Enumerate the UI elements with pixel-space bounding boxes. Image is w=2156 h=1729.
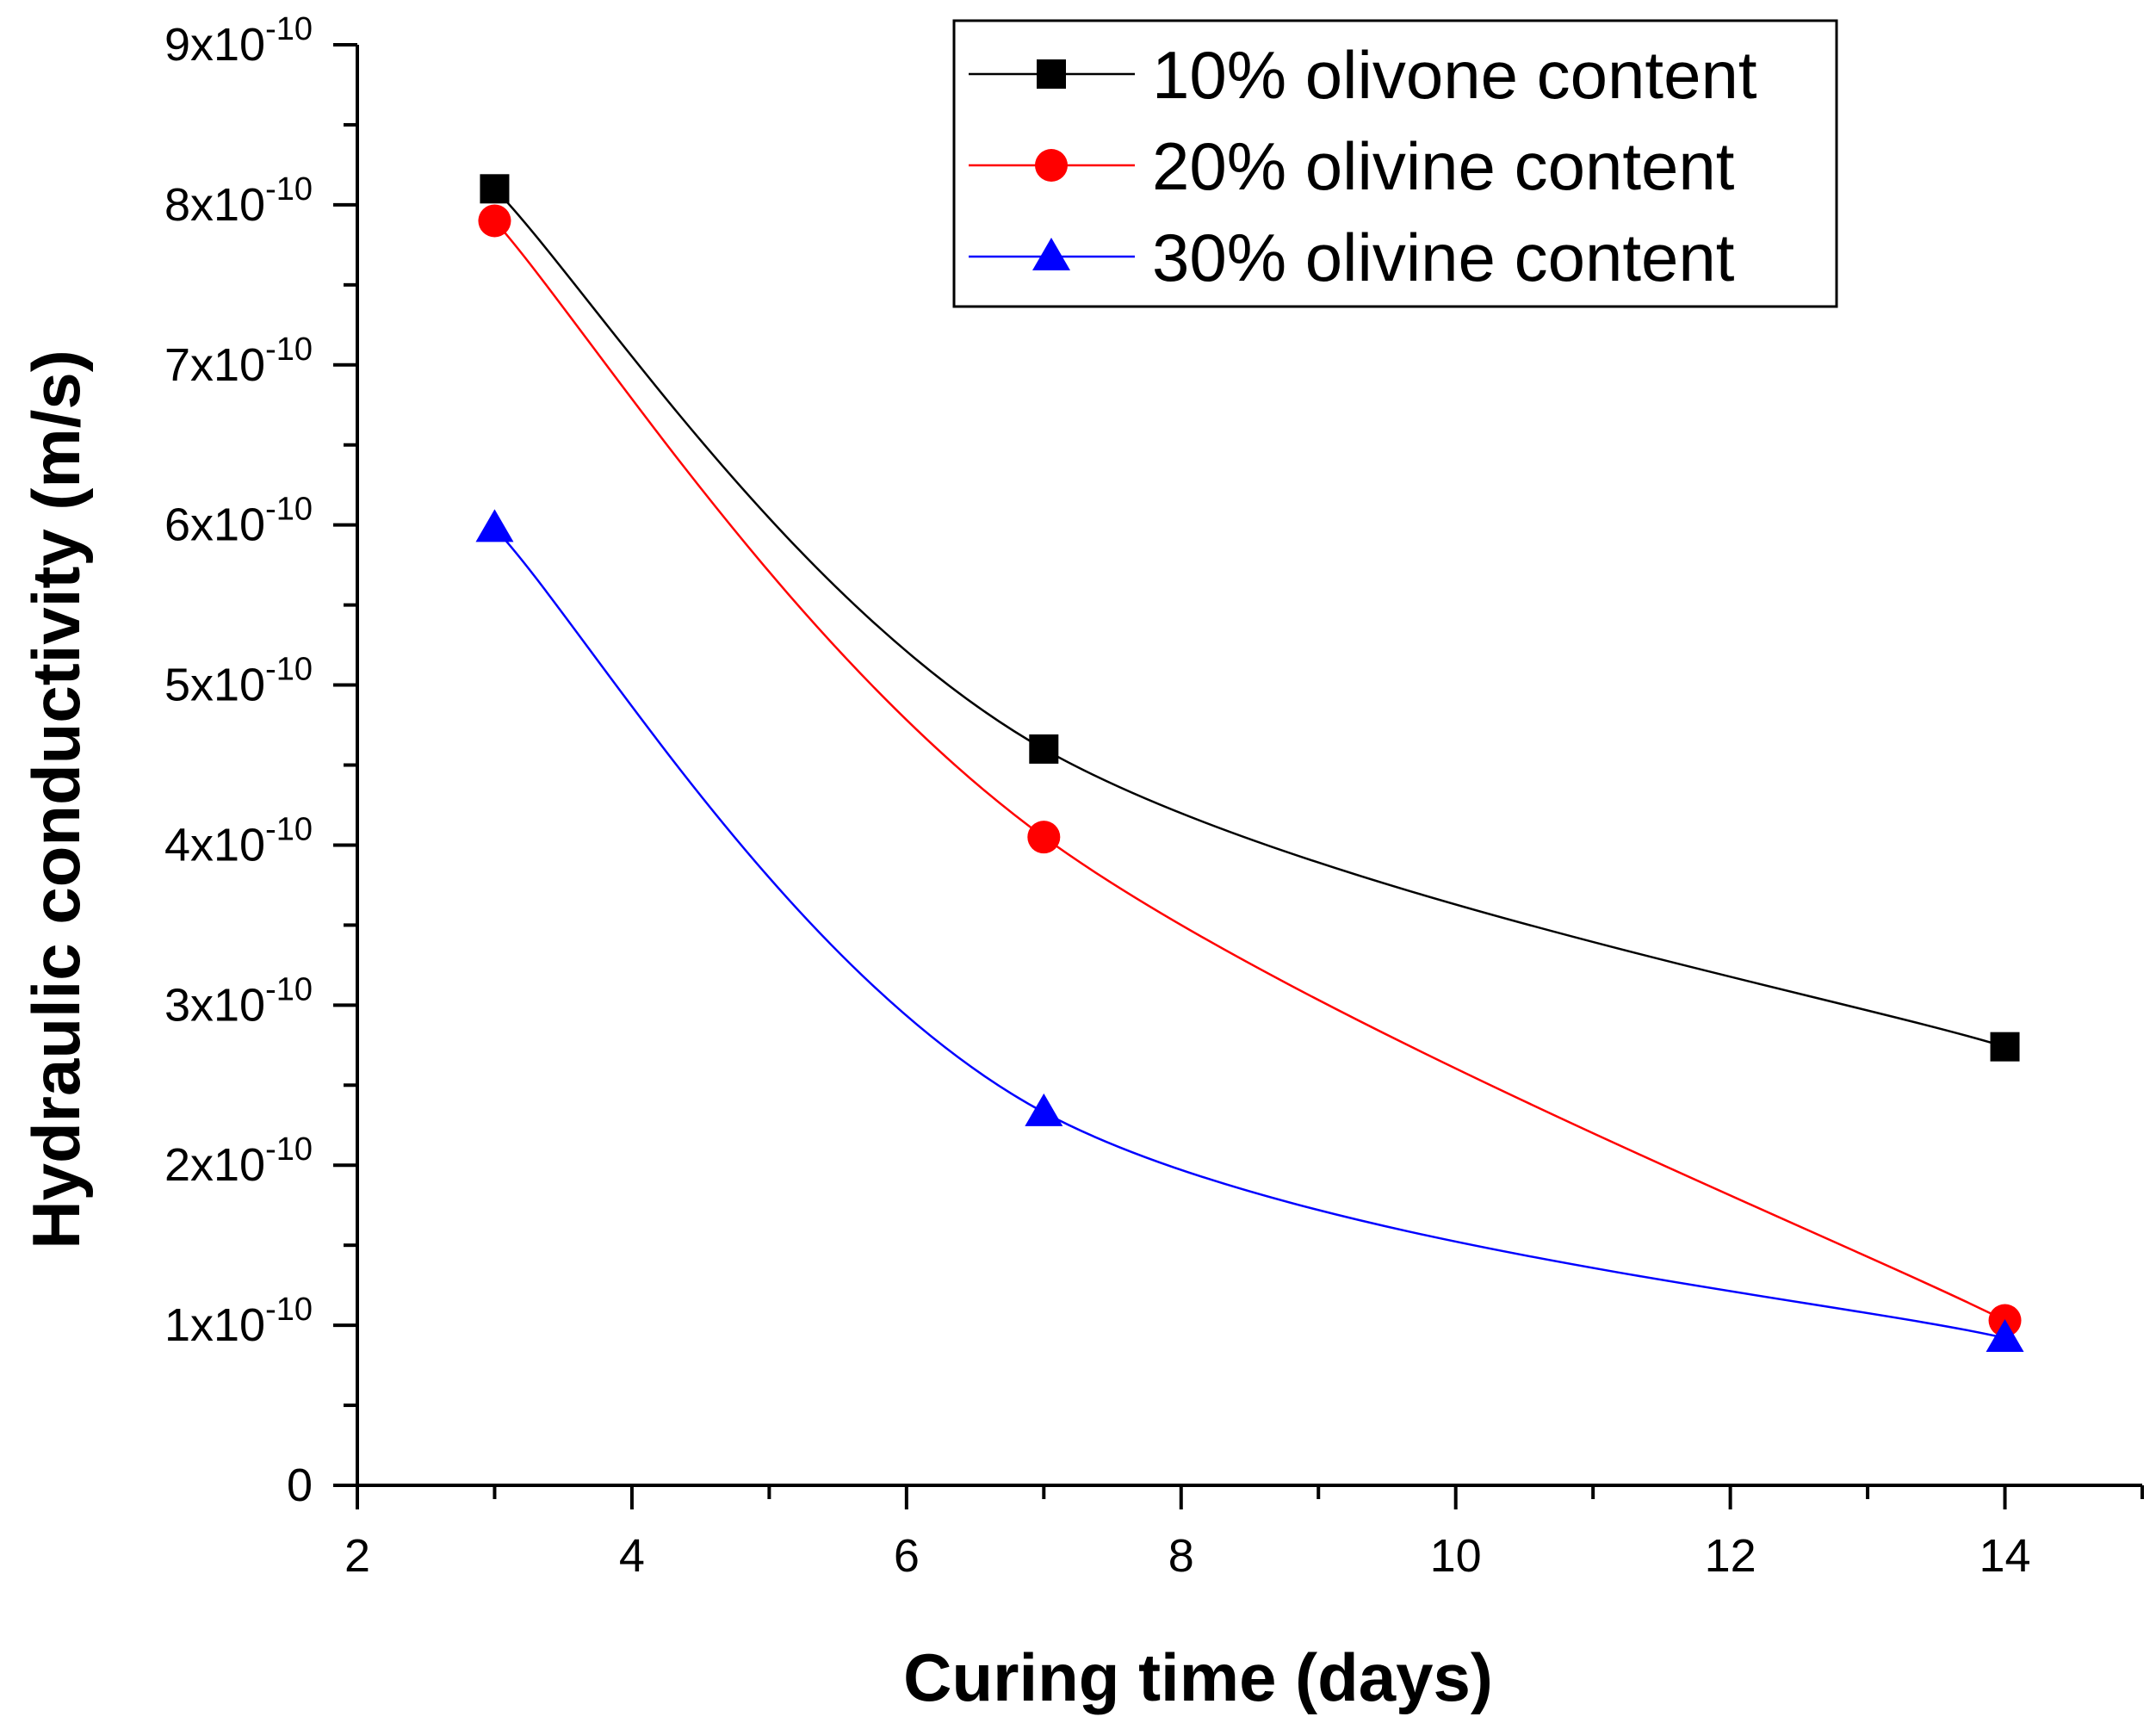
y-tick-label: 2x10-10 <box>164 1131 313 1191</box>
y-tick-exponent: -10 <box>265 332 313 368</box>
x-tick-label: 12 <box>1705 1530 1756 1582</box>
y-tick-label: 8x10-10 <box>164 171 313 231</box>
x-tick-label: 4 <box>619 1530 645 1582</box>
y-tick-exponent: -10 <box>265 971 313 1007</box>
data-point-series-3 <box>1986 1318 2024 1352</box>
y-tick-label: 9x10-10 <box>164 11 313 71</box>
y-tick-exponent: -10 <box>265 492 313 528</box>
series-layer <box>475 174 2024 1352</box>
legend-label-1: 10% olivone content <box>1152 37 1757 113</box>
legend-marker-1 <box>1037 59 1066 89</box>
data-point-series-1 <box>1990 1032 2020 1062</box>
data-point-series-3 <box>1025 1093 1063 1126</box>
x-tick-label: 10 <box>1430 1530 1482 1582</box>
x-tick-label: 14 <box>1979 1530 2030 1582</box>
series-line-3 <box>493 527 2005 1340</box>
data-point-series-1 <box>1029 734 1059 764</box>
axes-layer: 2 4 6 8 10 12 14 0 1x10-10 2x10-10 3x10-10 4x10-10 5… <box>164 11 2144 1582</box>
data-point-series-3 <box>475 509 514 542</box>
y-tick-exponent: -10 <box>265 11 313 47</box>
series-line-2 <box>493 220 2006 1322</box>
legend-label-3: 30% olivine content <box>1152 220 1735 295</box>
legend-box <box>952 19 1838 308</box>
y-tick-label: 1x10-10 <box>164 1292 313 1351</box>
x-tick-label: 8 <box>1168 1530 1194 1582</box>
y-tick-label: 0 <box>287 1459 313 1511</box>
y-tick-label: 4x10-10 <box>164 811 313 871</box>
data-point-series-2 <box>1027 821 1061 854</box>
data-point-series-1 <box>480 174 510 204</box>
x-tick-label: 6 <box>894 1530 920 1582</box>
data-point-series-2 <box>478 204 511 238</box>
legend-label-2: 20% olivine content <box>1152 128 1735 204</box>
y-tick-exponent: -10 <box>265 652 313 688</box>
y-tick-label: 7x10-10 <box>164 332 313 391</box>
y-tick-exponent: -10 <box>265 1292 313 1328</box>
legend: 10% olivone content 20% olivine content 30… <box>952 19 1838 308</box>
y-tick-label: 5x10-10 <box>164 652 313 711</box>
legend-marker-3 <box>1032 238 1070 270</box>
x-axis-title: Curing time (days) <box>903 1639 1493 1715</box>
series-line-1 <box>493 188 2005 1048</box>
y-tick-label: 6x10-10 <box>164 492 313 551</box>
y-tick-exponent: -10 <box>265 171 313 208</box>
y-tick-label: 3x10-10 <box>164 971 313 1031</box>
legend-marker-2 <box>1035 149 1068 182</box>
x-tick-label: 2 <box>344 1530 370 1582</box>
y-tick-exponent: -10 <box>265 811 313 847</box>
y-tick-exponent: -10 <box>265 1131 313 1168</box>
y-axis-title: Hydraulic conductivity (m/s) <box>18 350 94 1249</box>
